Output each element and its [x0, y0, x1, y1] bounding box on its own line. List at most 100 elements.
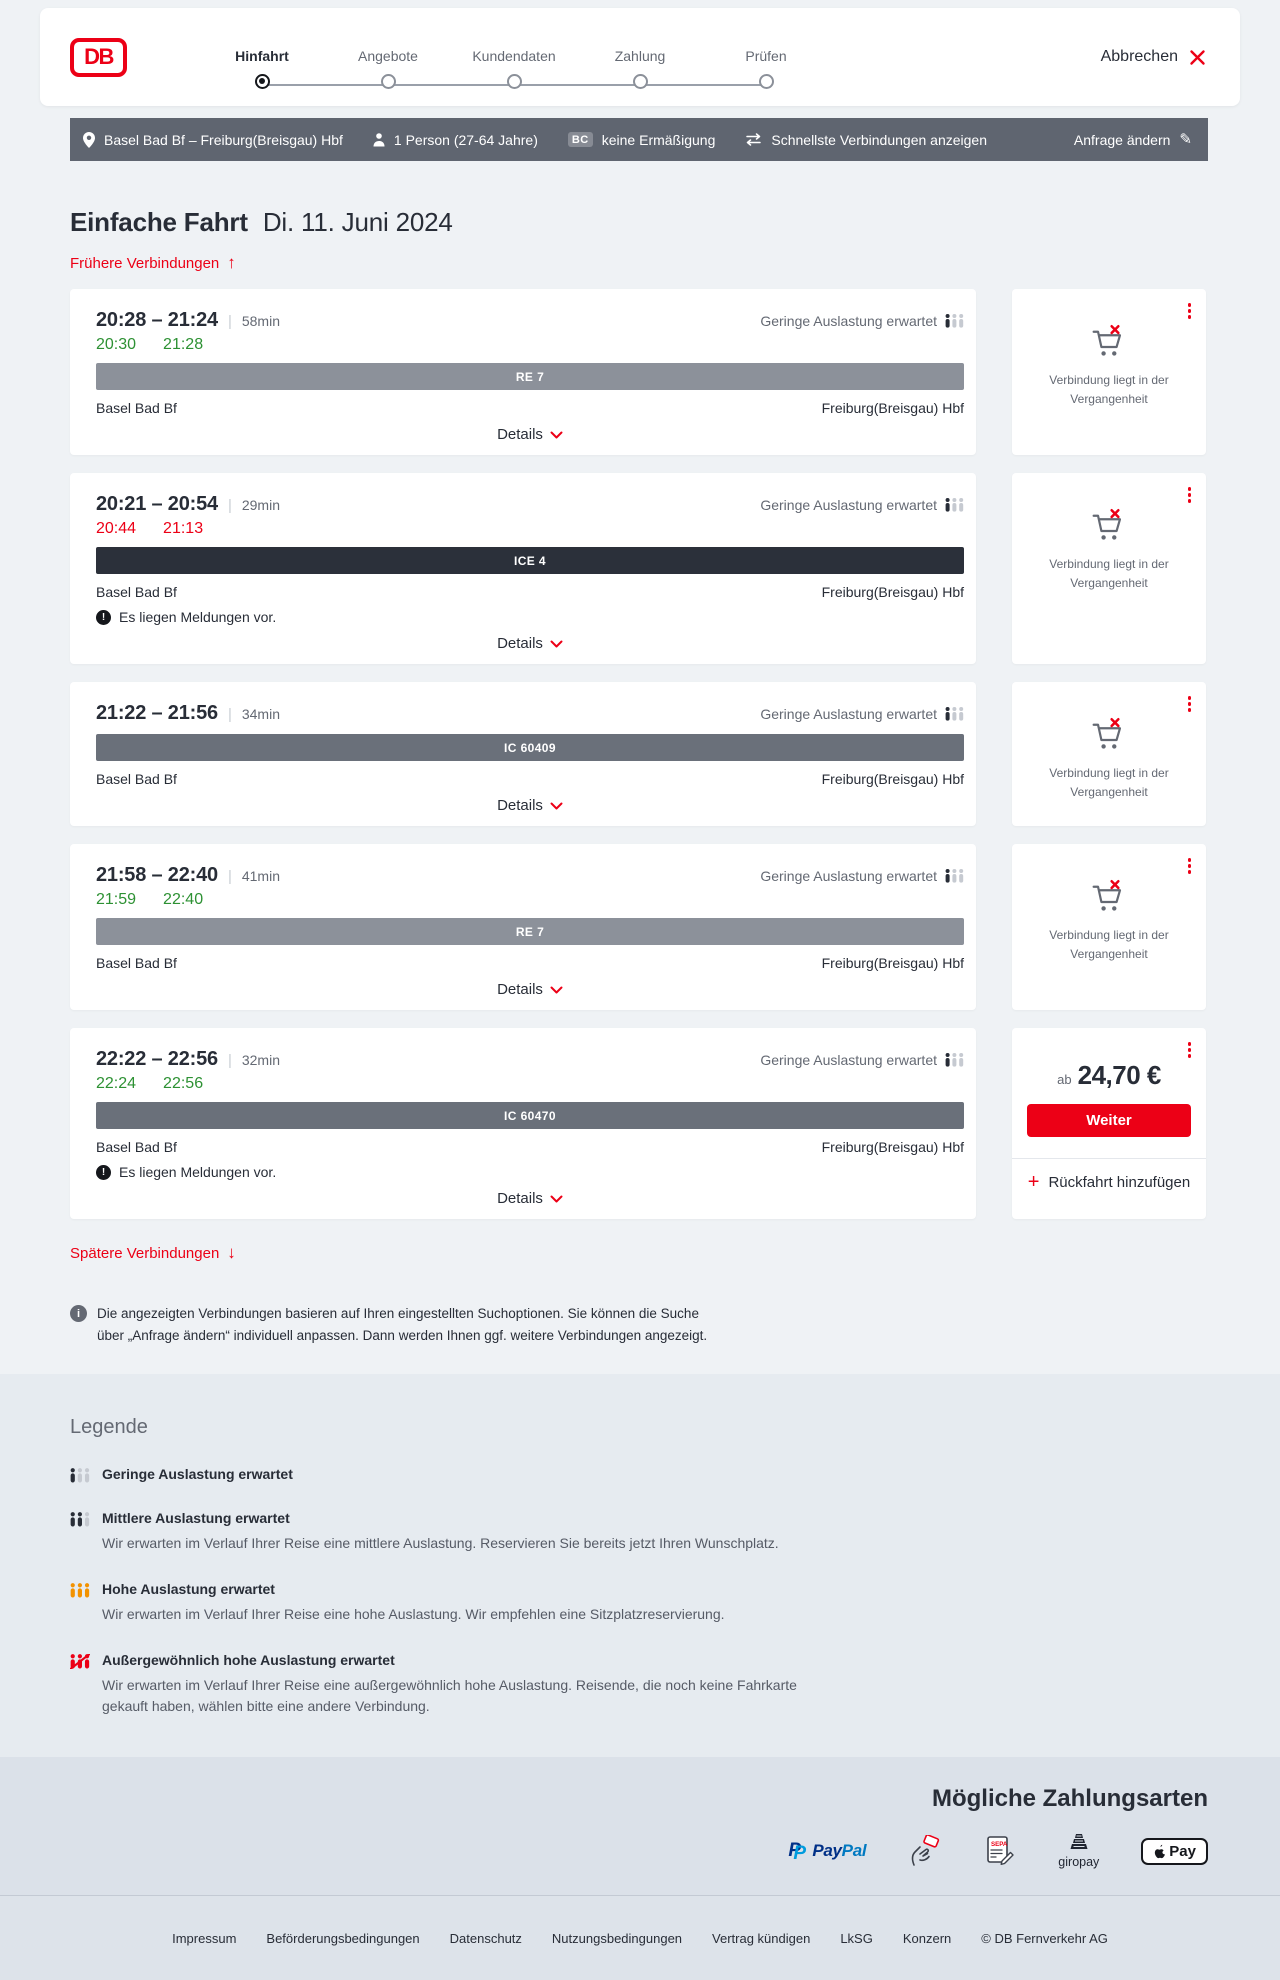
past-connection-label: Verbindung liegt in der Vergangenheit	[1049, 928, 1169, 961]
legend-row: Hohe Auslastung erwartet Wir erwarten im…	[70, 1581, 1208, 1625]
legend-row-title: Hohe Auslastung erwartet	[102, 1581, 275, 1598]
past-connection-info: Verbindung liegt in der Vergangenheit	[1033, 507, 1185, 592]
occupancy-label: Geringe Auslastung erwartet	[760, 313, 937, 329]
swap-arrows-icon	[746, 133, 762, 146]
discount-summary: BC keine Ermäßigung	[567, 132, 715, 148]
fastest-connections-toggle[interactable]: Schnellste Verbindungen anzeigen	[745, 132, 987, 148]
footer-link[interactable]: Konzern	[902, 1930, 952, 1946]
details-toggle[interactable]: Details	[96, 981, 964, 998]
connection-time-range: 20:21 – 20:54	[96, 493, 218, 515]
occupancy-indicator: Geringe Auslastung erwartet	[760, 497, 964, 513]
paypal-text-end: Pal	[841, 1841, 867, 1861]
kebab-menu-icon[interactable]	[1186, 301, 1194, 321]
later-connections-link[interactable]: Spätere Verbindungen ↓	[70, 1243, 236, 1263]
actual-departure-time: 22:24	[96, 1075, 137, 1092]
connection-duration: 41min	[241, 868, 280, 884]
duration-separator: |	[227, 706, 232, 723]
origin-station: Basel Bad Bf	[96, 955, 177, 971]
apple-pay-badge: Pay	[1141, 1837, 1208, 1865]
kebab-menu-icon[interactable]	[1186, 856, 1194, 876]
occupancy-indicator: Geringe Auslastung erwartet	[760, 313, 964, 329]
occupancy-icon	[945, 314, 964, 328]
trip-date: Di. 11. Juni 2024	[262, 207, 453, 237]
actual-departure-time: 21:59	[96, 891, 137, 908]
copyright-notice: © DB Fernverkehr AG	[981, 1930, 1108, 1946]
connection-row: 20:21 – 20:54 | 29min Geringe Auslastung…	[70, 473, 1208, 664]
alert-icon: !	[96, 1164, 111, 1180]
train-bar[interactable]: RE 7	[96, 363, 964, 390]
footer-link[interactable]: Vertrag kündigen	[712, 1930, 811, 1946]
cart-unavailable-icon	[1092, 324, 1122, 356]
change-request-label: Anfrage ändern	[1073, 131, 1171, 148]
actual-times: 20:30 21:28	[96, 336, 964, 354]
details-toggle[interactable]: Details	[96, 1190, 964, 1207]
chevron-down-icon	[550, 986, 563, 993]
details-label: Details	[497, 797, 543, 814]
connection-card: 22:22 – 22:56 | 32min Geringe Auslastung…	[70, 1028, 976, 1219]
kebab-menu-icon[interactable]	[1186, 694, 1194, 714]
chevron-down-icon	[550, 1195, 563, 1202]
connection-side-panel: Verbindung liegt in der Vergangenheit	[1012, 682, 1206, 826]
train-bar[interactable]: IC 60409	[96, 734, 964, 761]
train-bar[interactable]: IC 60470	[96, 1102, 964, 1129]
add-return-trip-button[interactable]: + Rückfahrt hinzufügen	[1028, 1172, 1190, 1192]
price-value: 24,70 €	[1077, 1060, 1162, 1090]
legend-row: Mittlere Auslastung erwartet Wir erwarte…	[70, 1510, 1208, 1554]
connection-time-range: 20:28 – 21:24	[96, 309, 218, 331]
cart-unavailable-icon	[1092, 717, 1122, 749]
past-connection-info: Verbindung liegt in der Vergangenheit	[1033, 716, 1185, 801]
messages-row: ! Es liegen Meldungen vor.	[96, 1164, 964, 1180]
details-toggle[interactable]: Details	[96, 797, 964, 814]
kebab-menu-icon[interactable]	[1186, 1040, 1194, 1060]
footer-link[interactable]: Nutzungsbedingungen	[551, 1930, 683, 1946]
origin-station: Basel Bad Bf	[96, 584, 177, 600]
details-toggle[interactable]: Details	[96, 426, 964, 443]
footer-link[interactable]: LkSG	[840, 1930, 873, 1946]
search-summary-bar: Basel Bad Bf – Freiburg(Breisgau) Hbf 1 …	[70, 118, 1208, 161]
occupancy-level-icon	[70, 1512, 90, 1527]
connection-duration: 58min	[241, 313, 280, 329]
actual-times: 21:59 22:40	[96, 891, 964, 909]
header: DB Hinfahrt Angebote Kundendaten Zahlung Prü…	[40, 8, 1240, 106]
search-options-note-text: Die angezeigten Verbindungen basieren au…	[97, 1306, 708, 1343]
connection-card: 21:58 – 22:40 | 41min Geringe Auslastung…	[70, 844, 976, 1010]
connection-side-panel: Verbindung liegt in der Vergangenheit	[1012, 844, 1206, 1010]
footer-link[interactable]: Beförderungsbedingungen	[266, 1930, 420, 1946]
legend-rows: Geringe Auslastung erwartet Mittlere Aus…	[70, 1466, 1208, 1717]
occupancy-icon	[945, 1053, 964, 1067]
occupancy-label: Geringe Auslastung erwartet	[760, 706, 937, 722]
footer-link[interactable]: Impressum	[172, 1930, 237, 1946]
details-toggle[interactable]: Details	[96, 635, 964, 652]
sepa-direct-debit-icon: SEPA	[984, 1835, 1016, 1867]
duration-separator: |	[227, 868, 232, 885]
connection-card: 20:21 – 20:54 | 29min Geringe Auslastung…	[70, 473, 976, 664]
db-logo: DB	[70, 37, 127, 77]
train-bar[interactable]: RE 7	[96, 918, 964, 945]
legend-row-description: Wir erwarten im Verlauf Ihrer Reise eine…	[102, 1606, 725, 1623]
train-bar[interactable]: ICE 4	[96, 547, 964, 574]
earlier-connections-link[interactable]: Frühere Verbindungen ↑	[70, 253, 236, 273]
destination-station: Freiburg(Breisgau) Hbf	[821, 400, 964, 416]
details-label: Details	[497, 635, 543, 652]
payment-title: Mögliche Zahlungsarten	[931, 1785, 1208, 1813]
legend-row-description: Wir erwarten im Verlauf Ihrer Reise eine…	[102, 1677, 797, 1715]
person-icon	[373, 132, 385, 146]
destination-station: Freiburg(Breisgau) Hbf	[821, 955, 964, 971]
step-dot	[758, 73, 774, 89]
change-request-button[interactable]: Anfrage ändern ✎	[1074, 132, 1192, 148]
chevron-down-icon	[550, 640, 563, 647]
results-area: Einfache Fahrt Di. 11. Juni 2024 Frühere…	[70, 207, 1208, 1374]
kebab-menu-icon[interactable]	[1186, 485, 1194, 505]
step-label: Prüfen	[745, 47, 787, 64]
continue-button[interactable]: Weiter	[1027, 1104, 1191, 1137]
cancel-label: Abbrechen	[1100, 48, 1178, 65]
route-summary: Basel Bad Bf – Freiburg(Breisgau) Hbf	[83, 131, 343, 148]
cart-unavailable-icon	[1092, 508, 1122, 540]
progress-step-hinfahrt: Hinfahrt	[199, 48, 325, 89]
footer-link[interactable]: Datenschutz	[449, 1930, 522, 1946]
actual-arrival-time: 22:56	[163, 1075, 204, 1092]
connection-side-panel: Verbindung liegt in der Vergangenheit	[1012, 473, 1206, 664]
cancel-button[interactable]: Abbrechen	[1101, 48, 1206, 66]
